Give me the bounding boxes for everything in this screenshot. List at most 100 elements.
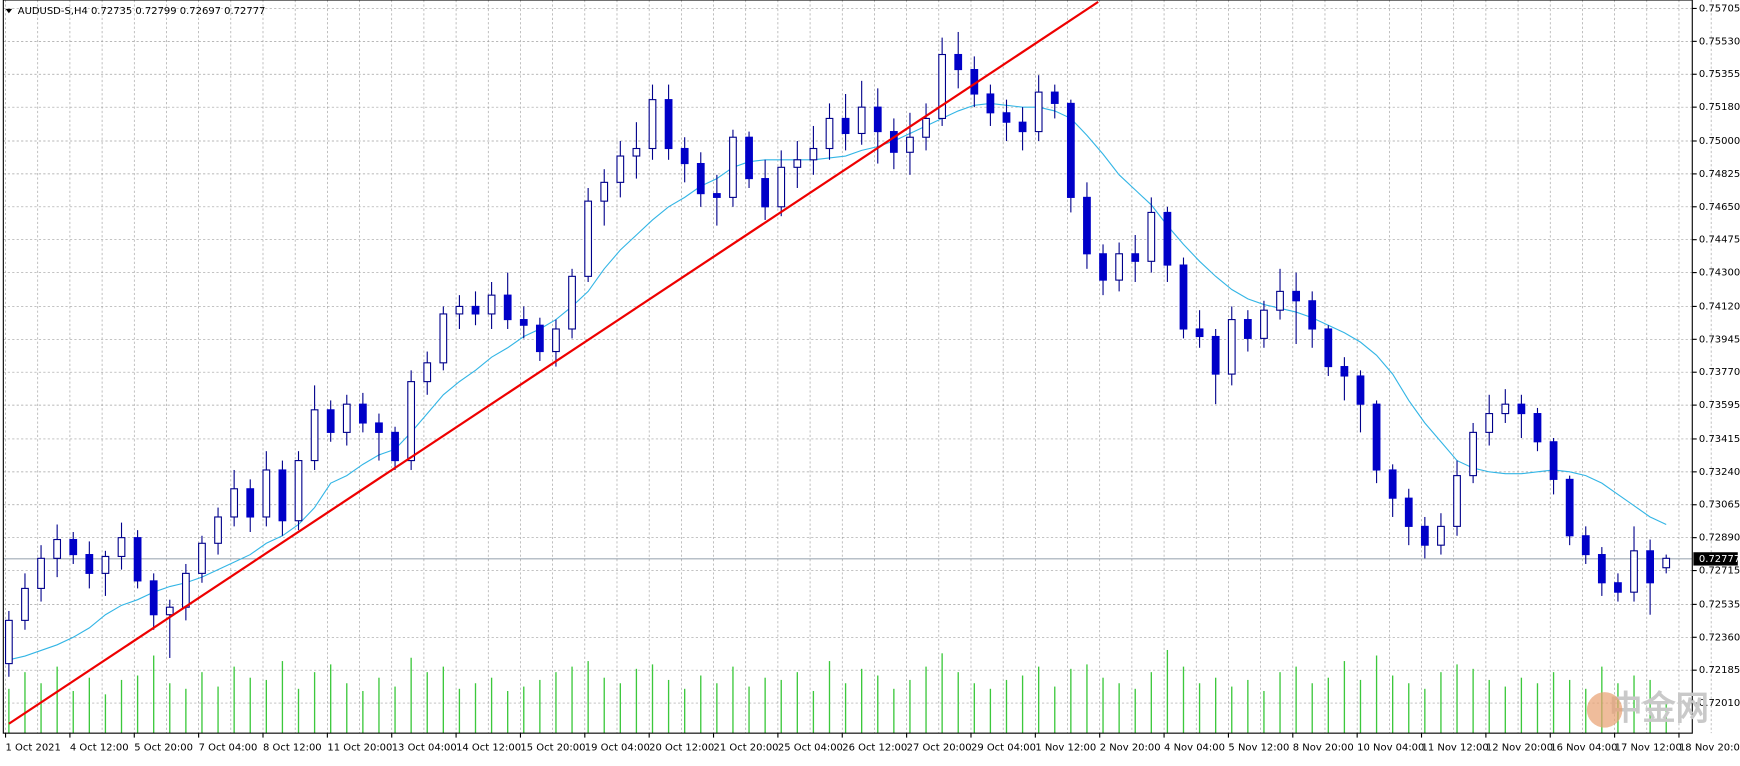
- candle-body: [1453, 475, 1461, 527]
- y-tick-label: 0.72185: [1699, 665, 1740, 676]
- candle-body: [246, 488, 255, 518]
- candle-body: [1485, 413, 1494, 433]
- x-tick-label: 5 Oct 20:00: [134, 743, 193, 754]
- candle-body: [745, 136, 753, 180]
- candle-body: [1324, 328, 1333, 368]
- candle-body: [1614, 582, 1622, 593]
- candle-body: [889, 131, 898, 153]
- candle-body: [1002, 112, 1011, 123]
- x-tick-label: 2 Nov 20:00: [1100, 743, 1161, 754]
- candle-body: [1565, 478, 1574, 537]
- y-tick-label: 0.73770: [1699, 367, 1740, 378]
- candle-body: [198, 542, 206, 574]
- candle-body: [1115, 253, 1124, 281]
- candle-body: [535, 324, 544, 353]
- candle-body: [262, 469, 271, 518]
- x-tick-label: 29 Oct 04:00: [971, 743, 1036, 754]
- candle-body: [1356, 375, 1365, 405]
- grid: [3, 0, 1712, 734]
- candle-body: [1646, 550, 1654, 584]
- y-tick-label: 0.73240: [1699, 467, 1740, 478]
- y-tick-label: 0.73595: [1699, 400, 1740, 411]
- candle-body: [37, 557, 45, 589]
- candle-body: [1630, 550, 1638, 593]
- y-tick-label: 0.72360: [1699, 632, 1740, 643]
- axes: 0.75705 0.75530 0.75355 0.75180 0.75000 0.748…: [4, 3, 1740, 754]
- candle-body: [841, 117, 850, 135]
- candle-body: [938, 53, 947, 119]
- candle-body: [165, 606, 174, 616]
- x-tick-label: 25 Oct 04:00: [778, 743, 843, 754]
- x-tick-label: 21 Oct 20:00: [714, 743, 779, 754]
- x-tick-label: 4 Oct 12:00: [70, 743, 129, 754]
- y-tick-label: 0.72535: [1699, 599, 1740, 610]
- candle-body: [1469, 431, 1478, 477]
- candle-body: [487, 294, 496, 315]
- candle-body: [101, 555, 110, 574]
- x-tick-label: 1 Nov 12:00: [1035, 743, 1096, 754]
- candle-body: [1662, 557, 1671, 569]
- y-tick-label: 0.74475: [1699, 235, 1740, 246]
- candle-body: [1549, 441, 1558, 480]
- candle-body: [423, 362, 432, 383]
- candle-body: [149, 580, 158, 616]
- candle-body: [1372, 403, 1381, 471]
- candle-body: [680, 147, 689, 165]
- candle-body: [857, 106, 866, 135]
- current-price-box: [1693, 552, 1738, 566]
- candle-body: [294, 460, 303, 522]
- x-tick-label: 20 Oct 12:00: [649, 743, 714, 754]
- candle-body: [326, 409, 335, 433]
- candle-body: [1308, 300, 1317, 330]
- candle-body: [391, 431, 399, 462]
- y-tick-label: 0.73945: [1699, 334, 1740, 345]
- candle-body: [53, 538, 62, 559]
- menu-arrow: [5, 8, 13, 14]
- candle-body: [793, 159, 802, 168]
- candle-body: [729, 136, 737, 198]
- candle-body: [809, 147, 818, 161]
- y-tick-label: 0.75355: [1699, 69, 1740, 80]
- x-tick-label: 13 Oct 04:00: [392, 743, 457, 754]
- x-tick-label: 1 Oct 2021: [6, 743, 61, 754]
- candle-body: [761, 178, 770, 208]
- trendline: [8, 0, 1099, 725]
- candle-body: [712, 193, 721, 198]
- y-tick-label: 0.73065: [1699, 500, 1740, 511]
- candle-body: [1388, 469, 1397, 499]
- candle-body: [568, 275, 576, 330]
- y-tick-label: 0.75530: [1699, 36, 1740, 47]
- candle-body: [1420, 525, 1429, 546]
- candle-body: [439, 313, 448, 364]
- candle-body: [1260, 309, 1268, 339]
- candle-body: [1211, 335, 1220, 375]
- y-tick-label: 0.75705: [1699, 3, 1740, 14]
- plot: [3, 0, 1693, 725]
- candle-body: [1050, 91, 1059, 104]
- x-tick-label: 8 Nov 20:00: [1293, 743, 1354, 754]
- candle-body: [117, 537, 126, 558]
- plot-frame: [2, 0, 1693, 734]
- candle-body: [1533, 413, 1542, 443]
- candle-body: [519, 319, 528, 326]
- chart-title: AUDUSD-S,H4 0.72735 0.72799 0.72697 0.72…: [18, 6, 266, 17]
- y-tick-label: 0.74825: [1699, 169, 1740, 180]
- candle-body: [906, 136, 914, 153]
- x-tick-label: 14 Oct 12:00: [456, 743, 521, 754]
- x-tick-label: 27 Oct 20:00: [907, 743, 972, 754]
- volume: [8, 649, 1667, 734]
- candle-body: [600, 181, 609, 202]
- candle-body: [648, 99, 657, 150]
- y-tick-label: 0.72715: [1699, 566, 1740, 577]
- candle-body: [696, 162, 705, 195]
- x-tick-label: 19 Oct 04:00: [585, 743, 650, 754]
- x-tick-label: 15 Oct 20:00: [520, 743, 585, 754]
- x-tick-label: 7 Oct 04:00: [199, 743, 258, 754]
- x-tick-label: 26 Oct 12:00: [842, 743, 907, 754]
- candle-body: [1099, 253, 1107, 281]
- y-tick-label: 0.74300: [1699, 268, 1740, 279]
- y-tick-label: 0.73415: [1699, 434, 1740, 445]
- x-tick-label: 18 Nov 20:00: [1679, 743, 1740, 754]
- candle-body: [342, 403, 351, 433]
